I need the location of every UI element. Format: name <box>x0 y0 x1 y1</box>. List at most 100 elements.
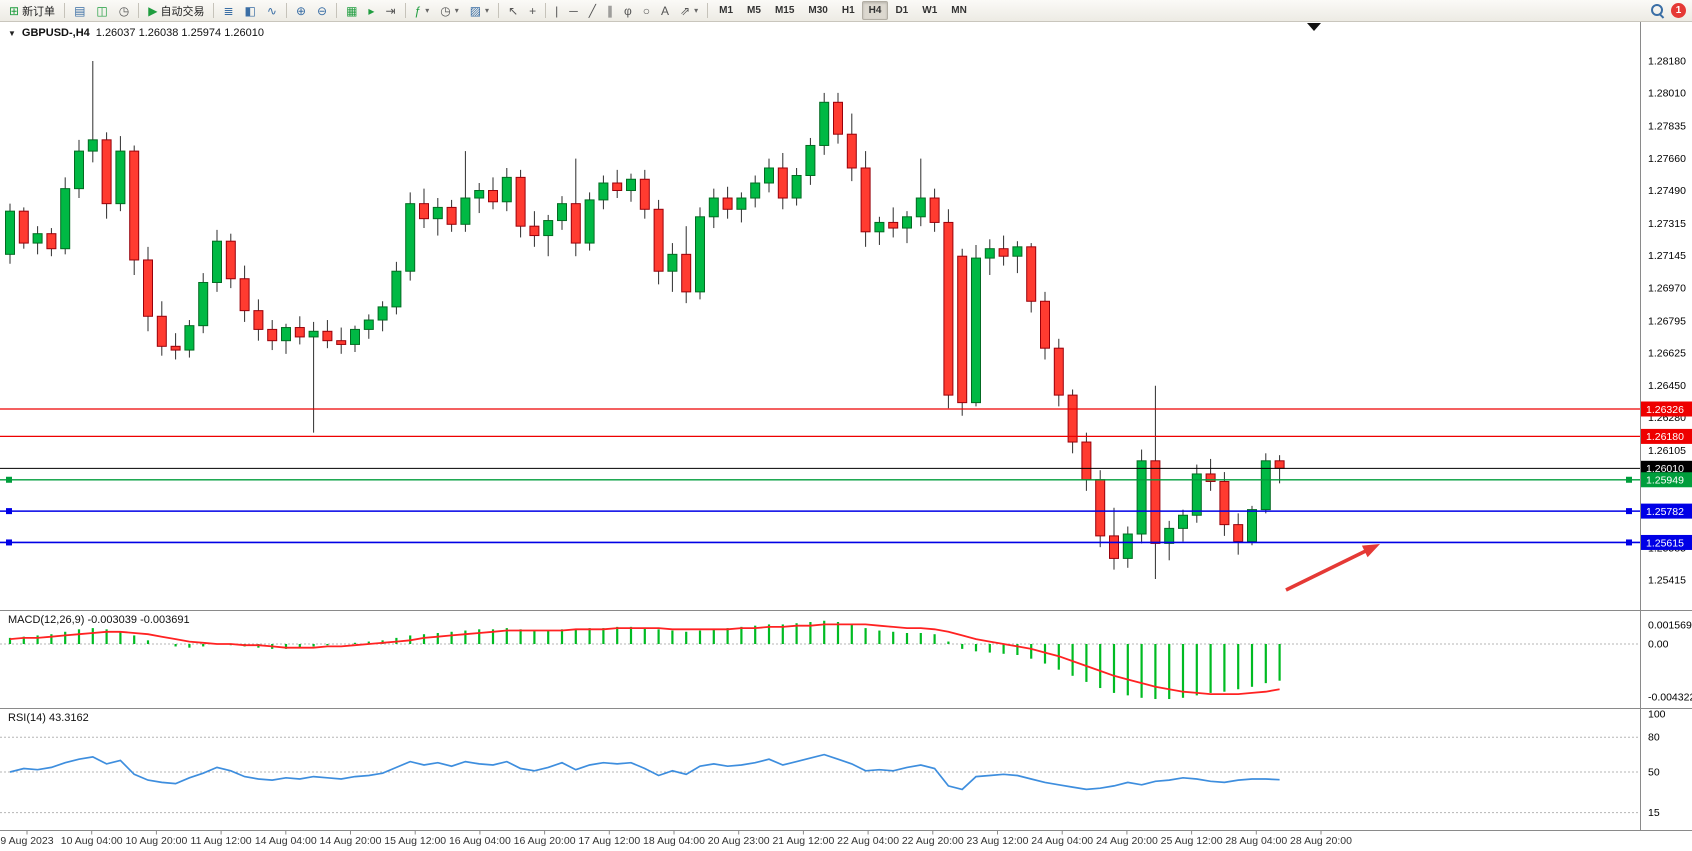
svg-text:1.26105: 1.26105 <box>1648 445 1686 457</box>
channel-icon: ∥ <box>607 3 614 18</box>
timeframe-m15[interactable]: M15 <box>768 1 801 20</box>
timeframe-mn[interactable]: MN <box>944 1 974 20</box>
timeframe-d1[interactable]: D1 <box>888 1 915 20</box>
toolbar-right-group: 1 <box>1651 3 1686 18</box>
alerts-button[interactable]: ◷ <box>114 1 134 20</box>
chart-profiles-icon: ▤ <box>74 3 86 18</box>
svg-text:1.28180: 1.28180 <box>1648 56 1686 68</box>
tile-windows-button[interactable]: ▦ <box>341 1 362 20</box>
timeframe-w1[interactable]: W1 <box>915 1 944 20</box>
line-chart-button[interactable]: ∿ <box>262 1 282 20</box>
timeframe-m30[interactable]: M30 <box>801 1 834 20</box>
chart-frame <box>0 22 1692 831</box>
svg-text:1.25415: 1.25415 <box>1648 575 1686 587</box>
rsi-indicator: 100 80 50 15 <box>0 709 1666 819</box>
alerts-icon: ◷ <box>118 3 130 18</box>
chevron-down-icon: ▾ <box>425 6 430 15</box>
svg-text:16 Aug 20:00: 16 Aug 20:00 <box>514 835 576 847</box>
chart-shift-marker[interactable] <box>1307 23 1321 31</box>
text-tool-icon: A <box>661 3 670 18</box>
zoom-in-button[interactable]: ⊕ <box>291 1 311 20</box>
auto-trading-button[interactable]: ▶ 自动交易 <box>143 1 209 20</box>
trendline-button[interactable]: ╱ <box>584 1 601 20</box>
svg-text:1.26326: 1.26326 <box>1646 404 1684 416</box>
channel-button[interactable]: ∥ <box>602 1 618 20</box>
rsi-label: RSI(14) 43.3162 <box>8 712 89 724</box>
svg-text:1.26795: 1.26795 <box>1648 315 1686 327</box>
macd-label: MACD(12,26,9) -0.003039 -0.003691 <box>8 614 190 626</box>
indicators-button[interactable]: ƒ ▾ <box>410 1 435 20</box>
price-level-1.26326[interactable]: 1.26326 <box>0 401 1692 417</box>
vertical-line-button[interactable]: | <box>550 1 563 20</box>
trend-arrow-annotation[interactable] <box>1285 544 1380 592</box>
toolbar-divider <box>336 3 338 18</box>
svg-text:17 Aug 12:00: 17 Aug 12:00 <box>578 835 640 847</box>
timeframe-h4[interactable]: H4 <box>861 1 889 20</box>
svg-text:25 Aug 12:00: 25 Aug 12:00 <box>1161 835 1223 847</box>
svg-text:0.001569: 0.001569 <box>1648 619 1692 631</box>
vertical-line-icon: | <box>555 3 559 18</box>
chart-shift-icon: ⇥ <box>385 3 396 18</box>
toolbar: ⊞ 新订单 ▤ ◫ ◷ ▶ 自动交易 ≣ ◧ ∿ ⊕ ⊖ ▦ ▸ ⇥ ƒ ▾ ◷ ▾… <box>0 0 1692 22</box>
tile-windows-icon: ▦ <box>346 3 358 18</box>
auto-scroll-button[interactable]: ▸ <box>363 1 379 20</box>
time-scale[interactable]: 9 Aug 2023 10 Aug 04:00 10 Aug 20:00 11 Aug… <box>0 830 1352 848</box>
zoom-in-icon: ⊕ <box>295 3 306 18</box>
search-icon[interactable] <box>1651 4 1664 17</box>
terminal-button[interactable]: ◫ <box>91 1 112 20</box>
toolbar-divider <box>707 3 709 18</box>
candles[interactable] <box>5 61 1285 580</box>
new-order-icon: ⊞ <box>9 3 20 18</box>
timeframe-m1[interactable]: M1 <box>712 1 740 20</box>
timeframe-h1[interactable]: H1 <box>835 1 862 20</box>
svg-text:1.26970: 1.26970 <box>1648 283 1686 295</box>
cursor-icon: ↖ <box>508 3 519 18</box>
toolbar-divider <box>213 3 215 18</box>
toolbar-divider <box>498 3 500 18</box>
candlestick-chart-icon: ◧ <box>244 3 256 18</box>
price-level-1.25949[interactable]: 1.25949 <box>0 472 1692 488</box>
svg-text:20 Aug 23:00: 20 Aug 23:00 <box>708 835 770 847</box>
crosshair-button[interactable]: + <box>524 1 541 20</box>
symbol-dropdown-icon[interactable]: ▼ <box>8 28 16 38</box>
timeframe-m5[interactable]: M5 <box>740 1 768 20</box>
svg-text:1.28010: 1.28010 <box>1648 87 1686 99</box>
toolbar-divider <box>285 3 287 18</box>
periods-button[interactable]: ◷ ▾ <box>435 1 464 20</box>
new-order-button[interactable]: ⊞ 新订单 <box>4 1 60 20</box>
bar-chart-button[interactable]: ≣ <box>218 1 238 20</box>
horizontal-line-icon: ─ <box>569 3 578 18</box>
toolbar-divider <box>404 3 406 18</box>
svg-text:1.26180: 1.26180 <box>1646 431 1684 443</box>
svg-text:1.27145: 1.27145 <box>1648 250 1686 262</box>
svg-text:28 Aug 04:00: 28 Aug 04:00 <box>1225 835 1287 847</box>
text-tool-button[interactable]: A <box>656 1 674 20</box>
templates-button[interactable]: ▨ ▾ <box>465 1 494 20</box>
candlestick-chart-button[interactable]: ◧ <box>240 1 261 20</box>
svg-text:1.27660: 1.27660 <box>1648 153 1686 165</box>
zoom-out-button[interactable]: ⊖ <box>312 1 332 20</box>
price-level-1.25615[interactable]: 1.25615 <box>0 534 1692 550</box>
svg-text:16 Aug 04:00: 16 Aug 04:00 <box>449 835 511 847</box>
chevron-down-icon: ▾ <box>694 6 699 15</box>
svg-text:80: 80 <box>1648 732 1660 744</box>
svg-text:1.27315: 1.27315 <box>1648 218 1686 230</box>
chart-profiles-button[interactable]: ▤ <box>69 1 90 20</box>
toolbar-divider <box>138 3 140 18</box>
price-level-1.26180[interactable]: 1.26180 <box>0 428 1692 444</box>
svg-text:18 Aug 04:00: 18 Aug 04:00 <box>643 835 705 847</box>
ellipse-button[interactable]: ○ <box>638 1 655 20</box>
chart-shift-button[interactable]: ⇥ <box>380 1 400 20</box>
arrows-tool-button[interactable]: ⇗ ▾ <box>675 1 703 20</box>
cursor-button[interactable]: ↖ <box>503 1 523 20</box>
svg-text:15: 15 <box>1648 807 1660 819</box>
svg-text:28 Aug 20:00: 28 Aug 20:00 <box>1290 835 1352 847</box>
price-level-1.25782[interactable]: 1.25782 <box>0 503 1692 519</box>
notification-badge[interactable]: 1 <box>1671 3 1686 18</box>
fibonacci-button[interactable]: φ <box>619 1 637 20</box>
price-level-1.26010[interactable]: 1.26010 <box>0 460 1692 476</box>
svg-text:1.26010: 1.26010 <box>1646 463 1684 475</box>
svg-text:1.25782: 1.25782 <box>1646 506 1684 518</box>
horizontal-line-button[interactable]: ─ <box>564 1 583 20</box>
